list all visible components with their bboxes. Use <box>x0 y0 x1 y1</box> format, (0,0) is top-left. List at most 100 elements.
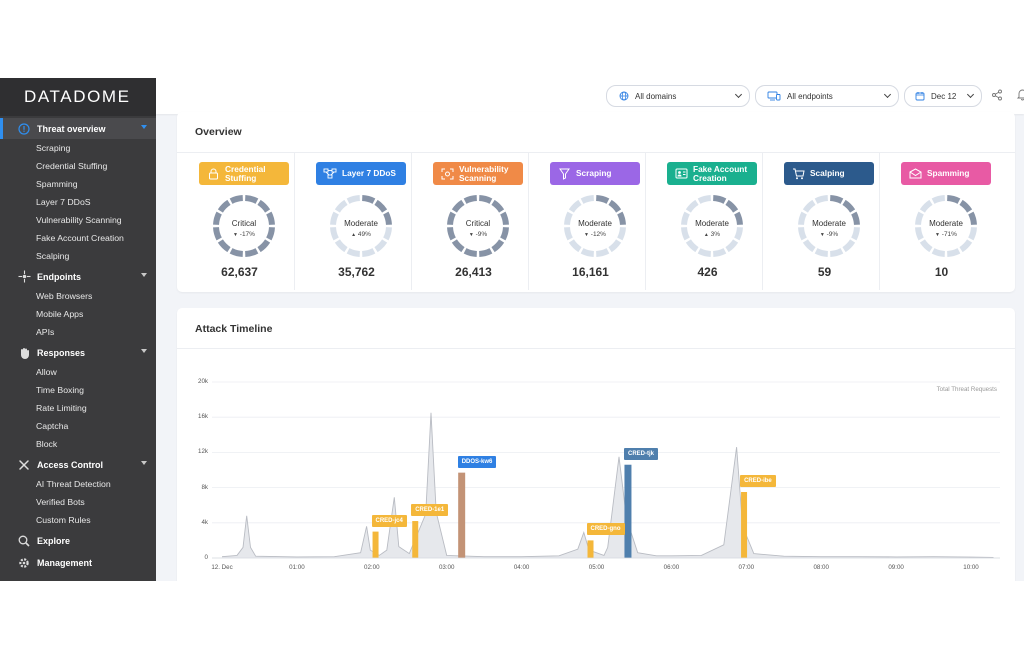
sidebar-item-block[interactable]: Block <box>36 439 58 449</box>
sidebar-item-web-browsers[interactable]: Web Browsers <box>36 291 93 301</box>
sidebar-item-ai-threat-detection[interactable]: AI Threat Detection <box>36 479 111 489</box>
attack-tag[interactable]: CRED-gno <box>586 523 625 536</box>
share-icon[interactable] <box>991 89 1003 101</box>
chevron-down-icon[interactable] <box>141 461 147 465</box>
sidebar-item-layer-7-ddos[interactable]: Layer 7 DDoS <box>36 197 91 207</box>
sidebar-item-mobile-apps[interactable]: Mobile Apps <box>36 309 84 319</box>
sidebar-item-apis[interactable]: APIs <box>36 327 55 337</box>
threat-tile-spamming[interactable]: Spamming Moderate ▼ -71% 10 <box>879 152 996 290</box>
threat-badge[interactable]: Spamming <box>901 162 991 185</box>
threat-badge[interactable]: Vulnerability Scanning <box>433 162 523 185</box>
threat-badge[interactable]: Credential Stuffing <box>199 162 289 185</box>
cart-icon <box>790 168 806 180</box>
sidebar-item-credential-stuffing[interactable]: Credential Stuffing <box>36 161 108 171</box>
attack-tag[interactable]: CRED-ibe <box>740 475 776 487</box>
trend-up-icon: ▲ <box>703 232 709 238</box>
threat-badge-label: Fake Account <box>693 164 748 174</box>
endpoints-dropdown[interactable]: All endpoints <box>755 85 899 107</box>
sidebar-section-responses[interactable]: Responses <box>0 342 156 363</box>
threat-badge-label: Vulnerability <box>459 164 509 174</box>
sidebar-item-allow[interactable]: Allow <box>36 367 57 377</box>
x-tick-label: 08:00 <box>813 564 829 571</box>
threat-badge[interactable]: Fake Account Creation <box>667 162 757 185</box>
attack-bar <box>741 492 748 558</box>
threat-delta: ▲ 3% <box>703 231 721 238</box>
devices-icon <box>767 91 781 101</box>
y-tick-label: 4k <box>201 518 208 526</box>
attack-tag[interactable]: CRED-tjk <box>624 447 659 460</box>
threat-delta: ▼ -17% <box>233 231 255 238</box>
y-tick-label: 20k <box>198 378 208 385</box>
sidebar-section-threat-overview[interactable]: Threat overview <box>0 118 156 139</box>
sidebar-item-spamming[interactable]: Spamming <box>36 179 78 189</box>
threat-badge[interactable]: Scalping <box>784 162 874 185</box>
threat-badge-label: Scalping <box>810 168 845 179</box>
threat-tile-vulnerability-scanning[interactable]: Vulnerability Scanning Critical ▼ -9% 26,… <box>411 152 529 290</box>
threat-gauge <box>330 195 392 257</box>
attack-bar <box>458 472 466 558</box>
attack-tag[interactable]: CRED-1e1 <box>411 504 449 516</box>
sidebar-section-explore[interactable]: Explore <box>0 530 156 551</box>
threat-badge[interactable]: Scraping <box>550 162 640 185</box>
trend-down-icon: ▼ <box>935 232 940 238</box>
app-window: DATADOME Threat overview Scraping Credent… <box>0 78 1024 581</box>
threat-tile-scraping[interactable]: Scraping Moderate ▼ -12% 16,161 <box>528 152 646 290</box>
threat-badge-label: Layer 7 DDoS <box>342 168 396 179</box>
x-tick-label: 07:00 <box>738 564 755 571</box>
calendar-icon <box>915 92 925 101</box>
threat-delta: ▲ 49% <box>351 231 371 238</box>
threat-count: 16,161 <box>572 265 609 279</box>
envelope-icon <box>907 168 923 179</box>
sidebar-section-label: Explore <box>37 535 71 546</box>
sidebar-item-fake-account-creation[interactable]: Fake Account Creation <box>36 233 124 243</box>
threat-gauge <box>564 195 626 257</box>
threat-badge[interactable]: Layer 7 DDoS <box>316 162 406 185</box>
explore-icon <box>17 534 31 548</box>
attack-tag[interactable]: CRED-jc4 <box>371 514 407 527</box>
hand-icon <box>17 346 31 360</box>
sidebar: DATADOME Threat overview Scraping Credent… <box>0 78 156 581</box>
y-tick-label: 16k <box>198 413 208 421</box>
attack-bar <box>372 531 379 558</box>
tools-icon <box>17 458 31 472</box>
threat-tile-scalping[interactable]: Scalping Moderate ▼ -9% 59 <box>762 152 880 290</box>
logo[interactable]: DATADOME <box>0 78 156 116</box>
threat-count: 59 <box>817 265 832 279</box>
top-bar: All domains All endpoints Dec 12 <box>156 78 1024 114</box>
threat-tile-fake-account-creation[interactable]: Fake Account Creation Moderate ▲ 3% 426 <box>645 152 763 290</box>
threat-gauge <box>915 195 977 257</box>
sidebar-item-time-boxing[interactable]: Time Boxing <box>36 385 84 395</box>
sidebar-section-endpoints[interactable]: Endpoints <box>0 266 156 287</box>
threat-tile-credential-stuffing[interactable]: Credential Stuffing Critical ▼ -17% 62,63… <box>177 152 295 290</box>
sidebar-item-scalping[interactable]: Scalping <box>36 251 70 261</box>
x-tick-label: 01:00 <box>289 564 305 571</box>
divider <box>177 152 1015 153</box>
overview-title: Overview <box>195 126 242 138</box>
threat-badge-label: Spamming <box>927 168 970 179</box>
sidebar-section-label: Threat overview <box>37 123 106 134</box>
sidebar-section-management[interactable]: Management <box>0 552 156 573</box>
sidebar-section-access-control[interactable]: Access Control <box>0 454 156 475</box>
user-card-icon <box>673 168 689 179</box>
sidebar-item-custom-rules[interactable]: Custom Rules <box>36 515 91 525</box>
threat-tile-layer-7-ddos[interactable]: Layer 7 DDoS Moderate ▲ 49% 35,762 <box>294 152 412 290</box>
domains-dropdown[interactable]: All domains <box>606 85 750 107</box>
threat-count: 26,413 <box>455 265 492 279</box>
sidebar-item-verified-bots[interactable]: Verified Bots <box>36 497 85 507</box>
chevron-down-icon[interactable] <box>141 349 147 353</box>
attack-tag[interactable]: DDOS-kw6 <box>457 455 497 468</box>
sidebar-item-captcha[interactable]: Captcha <box>36 421 69 431</box>
divider <box>177 348 1015 349</box>
sidebar-item-rate-limiting[interactable]: Rate Limiting <box>36 403 87 413</box>
attack-timeline-card: Attack Timeline Total Threat Requests <box>177 308 1015 581</box>
date-picker[interactable]: Dec 12 <box>904 85 982 107</box>
chevron-down-icon[interactable] <box>141 125 147 129</box>
series-line <box>221 412 994 558</box>
chevron-down-icon[interactable] <box>141 273 147 277</box>
threat-level: Moderate <box>695 219 729 228</box>
threat-level: Critical <box>465 219 491 228</box>
threat-delta: ▼ -71% <box>935 231 957 238</box>
scan-icon <box>439 168 455 180</box>
sidebar-item-vulnerability-scanning[interactable]: Vulnerability Scanning <box>36 215 122 225</box>
sidebar-item-scraping[interactable]: Scraping <box>36 143 71 153</box>
